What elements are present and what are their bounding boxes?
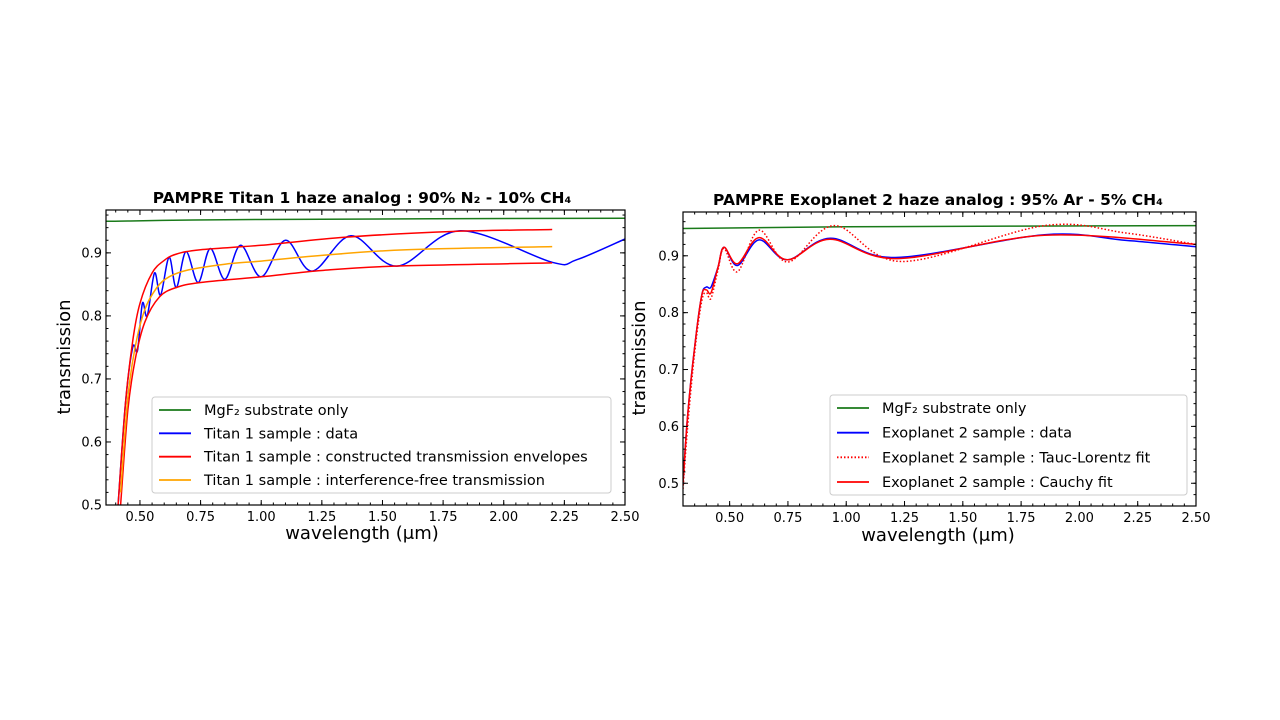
legend-label: Titan 1 sample : interference-free trans…: [203, 473, 545, 489]
x-tick-label: 0.50: [715, 511, 744, 526]
plot-area: [683, 223, 1196, 489]
y-tick-label: 0.6: [658, 420, 679, 435]
x-tick-label: 1.50: [948, 511, 977, 526]
y-tick-label: 0.9: [81, 246, 102, 261]
y-tick-label: 0.9: [658, 249, 679, 264]
y-tick-label: 0.6: [81, 435, 102, 450]
chart-title: PAMPRE Exoplanet 2 haze analog : 95% Ar …: [713, 191, 1163, 209]
titan-panel: PAMPRE Titan 1 haze analog : 90% N₂ - 10…: [54, 189, 639, 544]
y-axis-label: transmission: [54, 300, 75, 415]
y-axis-label: transmission: [629, 301, 650, 416]
x-tick-label: 1.50: [368, 510, 397, 525]
x-tick-label: 1.25: [890, 511, 919, 526]
legend-box: [151, 396, 612, 494]
chart-title: PAMPRE Titan 1 haze analog : 90% N₂ - 10…: [153, 189, 572, 207]
x-tick-label: 1.00: [832, 511, 861, 526]
legend-label: Titan 1 sample : constructed transmissio…: [203, 450, 588, 466]
series-line-4: [119, 245, 553, 493]
x-tick-label: 1.75: [1007, 511, 1036, 526]
y-tick-label: 0.5: [81, 499, 102, 514]
legend-label: Exoplanet 2 sample : Tauc-Lorentz fit: [882, 450, 1151, 466]
plot-area: [106, 217, 625, 505]
series-line-3: [119, 262, 553, 505]
x-axis-label: wavelength (μm): [285, 523, 439, 544]
x-tick-label: 0.50: [125, 510, 154, 525]
x-tick-label: 1.75: [429, 510, 458, 525]
x-tick-label: 0.75: [186, 510, 215, 525]
series-line-3: [683, 234, 1196, 484]
y-tick-label: 0.8: [81, 309, 102, 324]
axes-frame: [105, 209, 626, 506]
y-tick-label: 0.5: [658, 477, 679, 492]
series-line-1: [117, 230, 625, 505]
x-tick-label: 2.25: [550, 510, 579, 525]
x-tick-label: 2.50: [611, 510, 640, 525]
legend: MgF₂ substrate only Exoplanet 2 sample : …: [829, 394, 1188, 496]
legend-label: Exoplanet 2 sample : Cauchy fit: [882, 475, 1113, 491]
series-line-0: [683, 224, 1196, 230]
x-tick-label: 1.25: [307, 510, 336, 525]
x-tick-label: 2.25: [1123, 511, 1152, 526]
x-tick-label: 2.50: [1182, 511, 1211, 526]
legend-label: Exoplanet 2 sample : data: [882, 426, 1072, 442]
y-tick-label: 0.7: [658, 363, 679, 378]
x-axis-label: wavelength (μm): [861, 525, 1015, 546]
series-line-2: [117, 228, 553, 505]
legend: MgF₂ substrate only Titan 1 sample : data…: [151, 396, 612, 494]
legend-label: MgF₂ substrate only: [882, 401, 1027, 417]
y-tick-label: 0.8: [658, 306, 679, 321]
series-line-0: [106, 217, 625, 223]
legend-box: [829, 394, 1188, 496]
exoplanet-panel: PAMPRE Exoplanet 2 haze analog : 95% Ar …: [629, 191, 1210, 546]
x-tick-label: 0.75: [773, 511, 802, 526]
x-tick-label: 1.00: [247, 510, 276, 525]
x-tick-label: 2.00: [489, 510, 518, 525]
x-tick-label: 2.00: [1065, 511, 1094, 526]
y-tick-label: 0.7: [81, 372, 102, 387]
legend-label: MgF₂ substrate only: [204, 403, 349, 419]
legend-label: Titan 1 sample : data: [203, 426, 358, 442]
